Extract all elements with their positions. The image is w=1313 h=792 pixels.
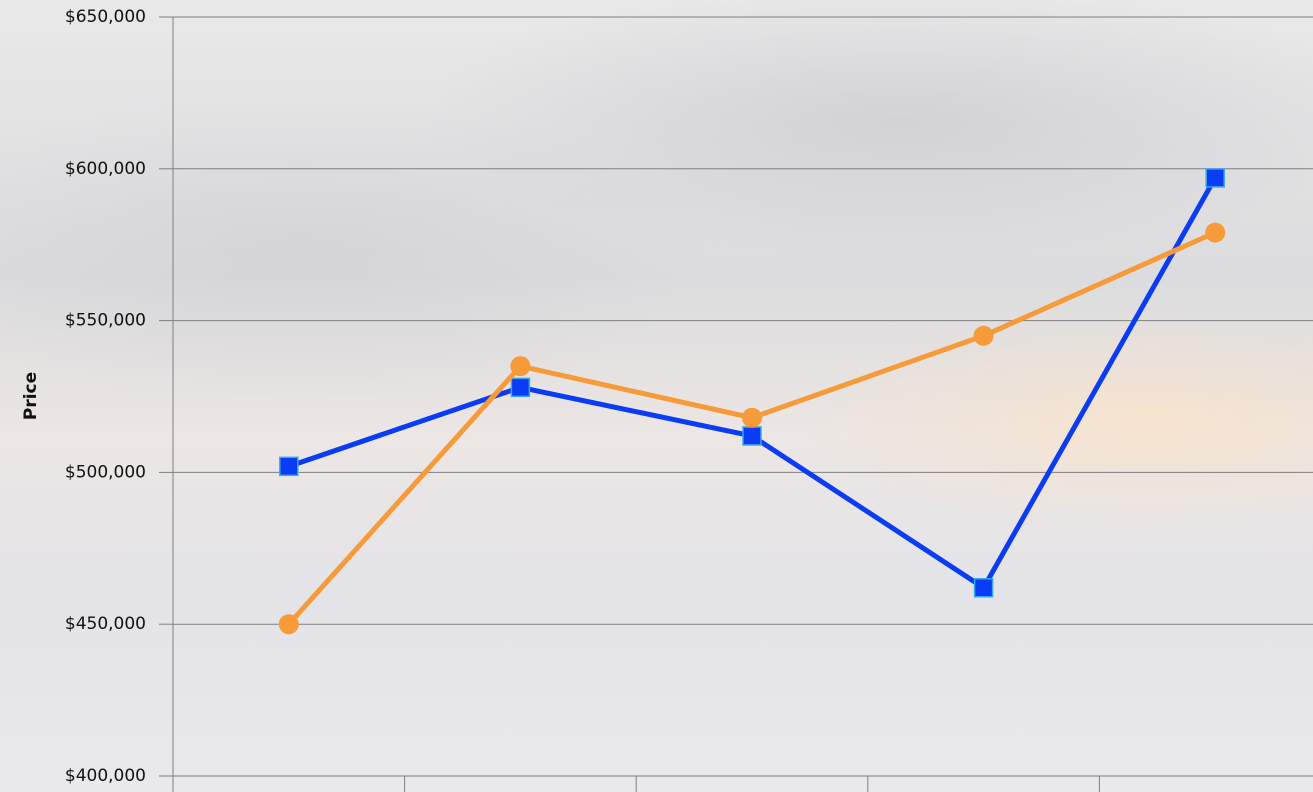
y-tick-label: $650,000 xyxy=(65,7,146,27)
x-tick-label: 2012 xyxy=(267,790,310,792)
marker xyxy=(973,578,994,598)
marker xyxy=(742,407,762,428)
marker xyxy=(973,325,994,346)
x-tick-label: 2015 xyxy=(962,790,1005,792)
x-tick-label: 2016 xyxy=(1194,790,1237,792)
y-tick-label: $450,000 xyxy=(65,614,146,634)
marker xyxy=(278,614,299,635)
y-axis-label: Price xyxy=(21,372,41,420)
series-line xyxy=(287,176,1218,591)
marker xyxy=(1205,168,1225,188)
marker xyxy=(742,426,762,446)
marker xyxy=(1205,222,1226,243)
x-tick-label: 2014 xyxy=(730,790,773,792)
marker xyxy=(510,377,531,398)
x-tick-label: 2013 xyxy=(499,790,542,792)
y-tick-label: $500,000 xyxy=(65,462,146,482)
y-tick-label: $550,000 xyxy=(65,311,146,331)
marker xyxy=(510,356,531,377)
y-tick-label: $400,000 xyxy=(65,766,146,786)
marker xyxy=(279,456,299,477)
y-tick-label: $600,000 xyxy=(65,159,146,179)
